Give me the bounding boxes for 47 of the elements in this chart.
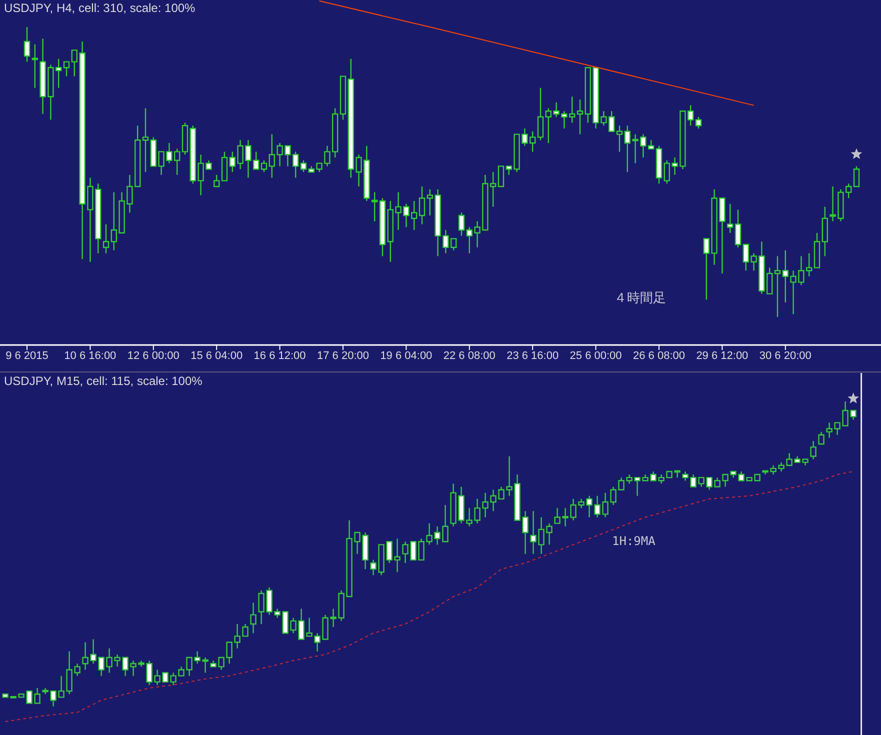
x-tick-label: 30 6 20:00 [759,350,812,362]
candlestick [822,206,828,257]
x-tick-label: 9 6 2015 [6,350,48,362]
candlestick [142,108,149,173]
candlestick [616,125,623,152]
annotation: 1H:9MA [612,534,656,548]
candlestick [853,166,860,188]
candlestick [656,145,662,184]
candlestick [340,76,346,120]
candlestick [727,203,734,234]
candlestick [260,160,268,173]
x-tick-label: 25 6 00:00 [570,350,622,362]
candlestick [576,98,584,135]
annotation: ４時間足 [614,291,666,306]
x-tick-label: 15 6 04:00 [190,350,243,362]
x-tick-label: 10 6 16:00 [64,350,116,362]
candlestick [214,174,220,188]
candlestick [498,166,504,188]
chart-title: USDJPY, H4, cell: 310, scale: 100% [4,1,196,15]
x-tick-label: 22 6 08:00 [443,350,496,362]
candlestick [63,61,70,77]
x-tick-label: 19 6 04:00 [380,350,432,362]
candlestick [537,87,544,141]
x-tick-label: 29 6 12:00 [696,350,748,362]
candlestick [695,116,702,130]
candlestick [32,44,38,88]
candlestick [774,256,781,318]
candlestick [221,151,228,182]
candlestick [379,198,386,257]
candlestick [24,26,30,62]
candlestick [300,160,307,173]
candlestick [818,431,824,445]
candlestick [372,192,378,222]
x-tick-label: 12 6 00:00 [127,350,180,362]
candlestick [734,209,742,248]
candlestick [102,224,110,254]
x-tick-label: 16 6 12:00 [254,350,306,362]
candlestick [814,232,820,268]
chart-title: USDJPY, M15, cell: 115, scale: 100% [4,374,203,388]
x-tick-label: 26 6 08:00 [633,350,685,362]
candlestick [250,602,256,634]
candlestick [182,122,188,156]
x-tick-label: 17 6 20:00 [317,350,369,362]
candlestick [418,186,426,225]
candlestick [458,212,465,236]
x-tick-label: 23 6 16:00 [506,350,559,362]
candlestick [810,440,816,460]
